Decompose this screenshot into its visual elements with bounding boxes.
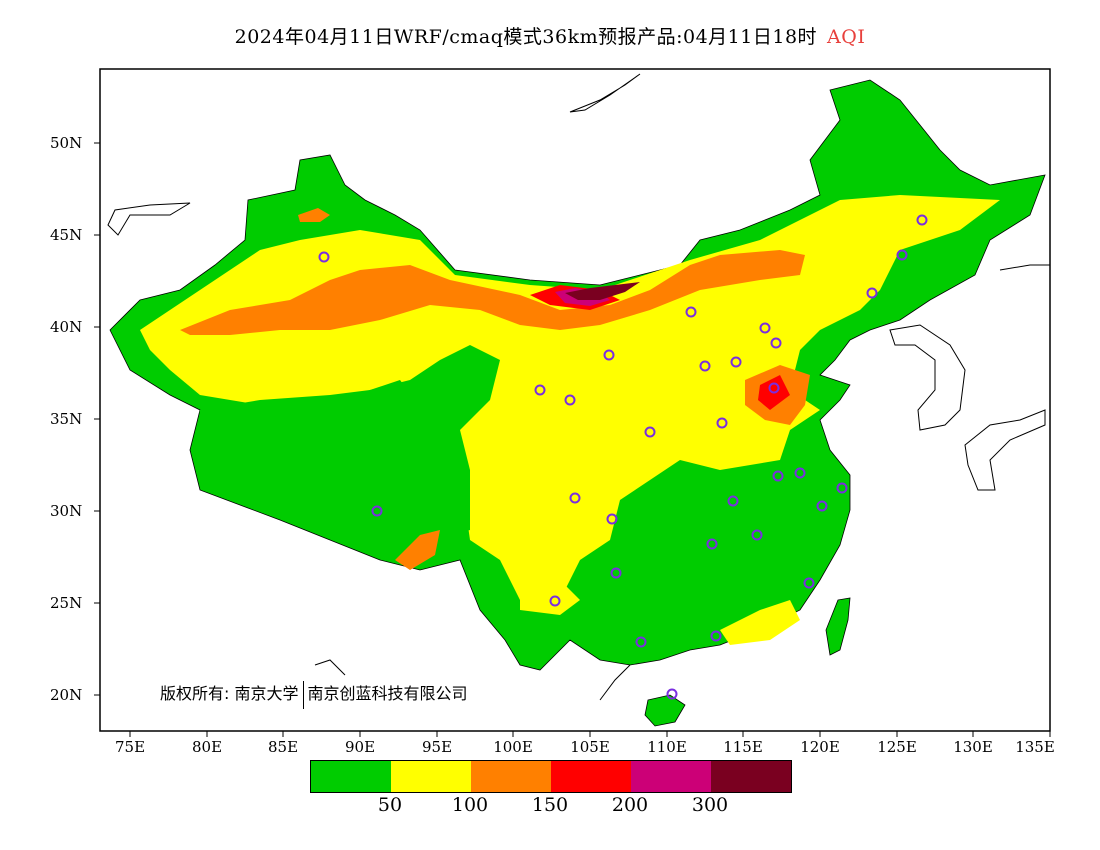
aqi-legend — [310, 760, 792, 793]
lat-label: 50N — [50, 134, 83, 152]
station-marker — [710, 630, 722, 642]
lon-label: 80E — [191, 738, 223, 756]
region-usg-sichuan — [395, 530, 440, 570]
aqi-field — [109, 79, 1046, 727]
station-marker — [569, 492, 581, 504]
lon-label: 110E — [647, 738, 687, 756]
region-good-tibet — [195, 345, 500, 540]
legend-swatch — [631, 761, 711, 792]
station-marker — [916, 214, 928, 226]
station-marker — [836, 482, 848, 494]
station-marker — [549, 595, 561, 607]
island-taiwan — [825, 597, 851, 656]
copyright-prefix: 版权所有: — [160, 684, 230, 703]
station-marker — [816, 500, 828, 512]
coastlines — [107, 73, 1050, 701]
station-marker — [699, 360, 711, 372]
station-marker — [772, 470, 784, 482]
lon-label: 105E — [570, 738, 610, 756]
region-moderate-south — [520, 580, 580, 615]
legend-swatch — [311, 761, 391, 792]
lat-label: 35N — [50, 410, 83, 428]
station-marker — [666, 688, 678, 700]
lat-label: 30N — [50, 502, 83, 520]
region-usg-xj — [298, 208, 330, 222]
region-hazardous — [565, 282, 640, 300]
station-marker — [730, 356, 742, 368]
station-marker — [866, 287, 878, 299]
copyright-separator — [302, 680, 304, 709]
lon-label: 115E — [723, 738, 763, 756]
station-marker — [564, 394, 576, 406]
legend-tick: 100 — [451, 794, 489, 816]
lon-label: 75E — [114, 738, 146, 756]
station-marker — [759, 322, 771, 334]
station-marker — [716, 417, 728, 429]
copyright-notice: 版权所有: 南京大学 南京创蓝科技有限公司 — [160, 680, 468, 709]
legend-tick: 150 — [531, 794, 569, 816]
legend-swatch — [471, 761, 551, 792]
island-hainan — [644, 694, 686, 727]
title-main: 2024年04月11日WRF/cmaq模式36km预报产品:04月11日18时 — [234, 26, 818, 48]
lat-label: 40N — [50, 318, 83, 336]
station-marker — [610, 567, 622, 579]
station-marker — [751, 529, 763, 541]
station-marker — [794, 467, 806, 479]
region-usg-north — [180, 250, 805, 335]
station-marker — [768, 382, 780, 394]
legend-swatch — [551, 761, 631, 792]
axis-ticks — [94, 142, 1051, 737]
station-marker — [318, 251, 330, 263]
station-marker — [606, 513, 618, 525]
lon-label: 90E — [344, 738, 376, 756]
station-marker — [644, 426, 656, 438]
map-title: 2024年04月11日WRF/cmaq模式36km预报产品:04月11日18时 A… — [0, 22, 1100, 49]
lon-label: 130E — [953, 738, 993, 756]
lon-label: 95E — [421, 738, 453, 756]
lon-label: 125E — [877, 738, 917, 756]
station-marker — [727, 495, 739, 507]
copyright-org-2: 南京创蓝科技有限公司 — [307, 684, 468, 703]
title-pollutant: AQI — [827, 26, 866, 48]
legend-swatch — [391, 761, 471, 792]
station-marker — [685, 306, 697, 318]
legend-swatch — [711, 761, 791, 792]
lon-label: 100E — [493, 738, 533, 756]
station-marker — [371, 505, 383, 517]
station-marker — [803, 577, 815, 589]
region-moderate-fujian — [720, 600, 800, 645]
lat-label: 25N — [50, 594, 83, 612]
legend-tick: 300 — [691, 794, 729, 816]
station-marker — [635, 636, 647, 648]
legend-tick: 200 — [611, 794, 649, 816]
lon-label: 85E — [267, 738, 299, 756]
station-markers — [318, 214, 928, 700]
station-marker — [770, 337, 782, 349]
station-marker — [534, 384, 546, 396]
station-marker — [603, 349, 615, 361]
lat-label: 45N — [50, 226, 83, 244]
station-marker — [706, 538, 718, 550]
copyright-org-1: 南京大学 — [234, 684, 299, 703]
lat-label: 20N — [50, 686, 83, 704]
lon-label: 120E — [800, 738, 840, 756]
station-marker — [896, 249, 908, 261]
lon-label: 135E — [1015, 738, 1055, 756]
legend-tick: 50 — [377, 794, 403, 816]
